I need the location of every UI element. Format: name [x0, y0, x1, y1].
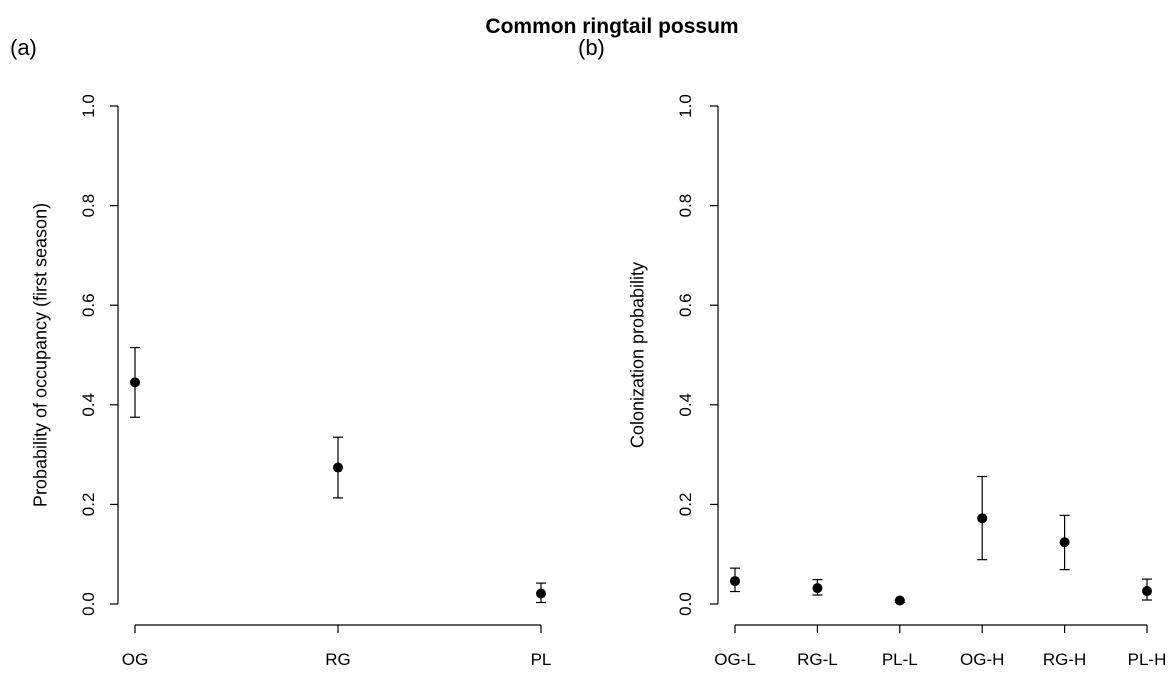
x-tick-label: OG — [122, 650, 148, 669]
y-tick-label: 0.2 — [79, 493, 98, 517]
y-tick-label: 0.8 — [79, 194, 98, 218]
panel-a: (a) 0.0 0.2 0.4 0.6 0.8 1.0 Probability of occu… — [10, 35, 551, 669]
data-point — [730, 576, 740, 587]
x-tick-label: OG-L — [714, 650, 756, 669]
y-tick-label: 0.4 — [79, 393, 98, 417]
panel-label: (a) — [10, 35, 37, 60]
data-point — [977, 513, 988, 524]
panel-label: (b) — [578, 35, 605, 60]
data-point — [536, 588, 546, 599]
x-tick-label: PL-H — [1128, 650, 1167, 669]
y-tick-label: 1.0 — [676, 94, 695, 118]
panel-b: (b) 0.0 0.2 0.4 0.6 0.8 1.0 Colonization probab… — [578, 35, 1166, 669]
y-tick-label: 0.6 — [79, 293, 98, 317]
y-tick-label: 0.2 — [676, 493, 695, 517]
data-point — [130, 377, 140, 388]
figure-title: Common ringtail possum — [485, 15, 738, 38]
x-tick-label: PL — [531, 650, 552, 669]
y-axis-title: Colonization probability — [627, 262, 647, 448]
x-tick-label: RG — [325, 650, 351, 669]
y-tick-label: 0.6 — [676, 293, 695, 317]
x-tick-label: PL-L — [882, 650, 918, 669]
x-tick-label: OG-H — [960, 650, 1004, 669]
data-point — [1059, 537, 1070, 548]
y-tick-label: 0.4 — [676, 393, 695, 417]
y-tick-label: 0.0 — [676, 592, 695, 616]
data-point — [894, 595, 905, 606]
data-point — [333, 462, 343, 473]
data-point — [812, 583, 823, 594]
data-point — [1142, 586, 1152, 597]
y-tick-label: 0.8 — [676, 194, 695, 218]
y-axis-title: Probability of occupancy (first season) — [30, 203, 50, 507]
y-tick-label: 1.0 — [79, 94, 98, 118]
panels: (a) 0.0 0.2 0.4 0.6 0.8 1.0 Probability of occu… — [10, 35, 1166, 669]
x-tick-label: RG-L — [797, 650, 838, 669]
x-tick-label: RG-H — [1043, 650, 1086, 669]
y-tick-label: 0.0 — [79, 592, 98, 616]
